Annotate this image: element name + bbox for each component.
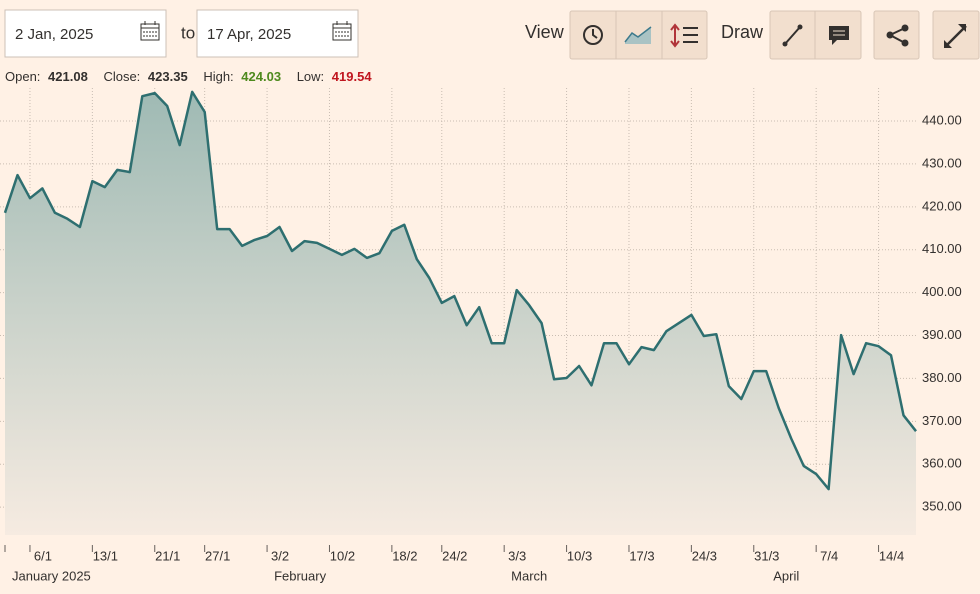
view-buttons (569, 10, 708, 60)
open-label: Open: (5, 69, 40, 84)
x-tick-label: 6/1 (34, 548, 52, 563)
low-value: 419.54 (332, 69, 373, 84)
x-tick-label: 13/1 (93, 548, 118, 563)
x-tick-label: 27/1 (205, 548, 230, 563)
y-tick-label: 380.00 (922, 370, 962, 385)
low-label: Low: (297, 69, 324, 84)
area-button[interactable] (624, 26, 652, 44)
x-tick-label: 10/2 (330, 548, 355, 563)
x-tick-label: 14/4 (879, 548, 904, 563)
date-from[interactable]: 2 Jan, 2025 (4, 9, 167, 58)
month-label: March (511, 568, 547, 583)
month-label: January 2025 (12, 568, 91, 583)
y-tick-label: 440.00 (922, 112, 962, 127)
x-tick-label: 10/3 (567, 548, 592, 563)
fullscreen-button[interactable] (932, 10, 980, 60)
y-tick-label: 420.00 (922, 198, 962, 213)
ohlc-stats: Open: 421.08 Close: 423.35 High: 424.03 … (5, 69, 372, 84)
view-label: View (525, 22, 565, 42)
y-tick-label: 390.00 (922, 327, 962, 342)
line-tool-button[interactable] (782, 24, 803, 47)
month-label: February (274, 568, 327, 583)
x-tick-label: 24/2 (442, 548, 467, 563)
to-label: to (181, 23, 195, 42)
date-to[interactable]: 17 Apr, 2025 (196, 9, 359, 58)
calendar-icon (140, 21, 160, 41)
x-tick-label: 21/1 (155, 548, 180, 563)
comment-button[interactable] (829, 26, 849, 45)
date-from-text: 2 Jan, 2025 (15, 26, 93, 43)
x-tick-label: 7/4 (820, 548, 838, 563)
close-value: 423.35 (148, 69, 188, 84)
month-label: April (773, 568, 799, 583)
x-tick-label: 31/3 (754, 548, 779, 563)
y-tick-label: 360.00 (922, 456, 962, 471)
x-tick-label: 17/3 (629, 548, 654, 563)
x-tick-label: 24/3 (692, 548, 717, 563)
scale-button[interactable] (670, 23, 698, 48)
date-to-text: 17 Apr, 2025 (207, 26, 291, 43)
x-tick-label: 3/3 (508, 548, 526, 563)
x-tick-label: 18/2 (392, 548, 417, 563)
y-tick-label: 370.00 (922, 413, 962, 428)
draw-label: Draw (721, 22, 764, 42)
calendar-icon (332, 21, 352, 41)
share-button[interactable] (873, 10, 920, 60)
close-label: Close: (103, 69, 140, 84)
plot: 350.00 360.00 370.00 380.00 390.00 400.00 410.… (0, 88, 962, 583)
y-tick-label: 410.00 (922, 241, 962, 256)
y-tick-label: 350.00 (922, 499, 962, 514)
clock-button[interactable] (583, 25, 603, 45)
open-value: 421.08 (48, 69, 88, 84)
high-label: High: (203, 69, 233, 84)
draw-buttons (769, 10, 862, 60)
price-line (3, 90, 917, 491)
high-value: 424.03 (241, 69, 281, 84)
y-tick-label: 400.00 (922, 284, 962, 299)
x-tick-label: 3/2 (271, 548, 289, 563)
y-tick-label: 430.00 (922, 155, 962, 170)
